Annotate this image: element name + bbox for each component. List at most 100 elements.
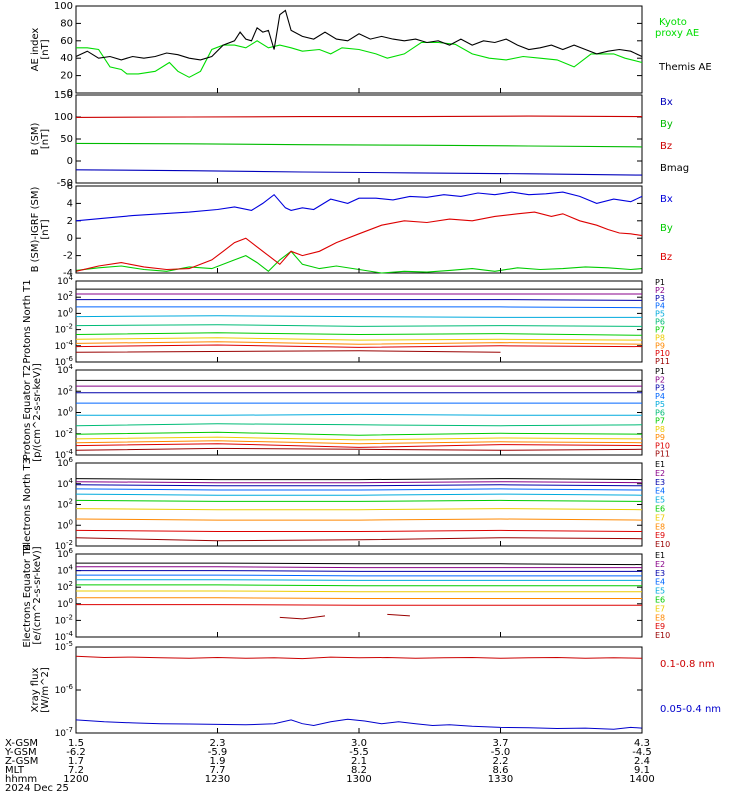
y-axis-label: [W/m^2] [40, 667, 51, 713]
series-line-P5 [76, 413, 642, 416]
panel-frame-b_sm [75, 94, 643, 184]
legend-label-long: 0.1-0.8 nm [660, 659, 715, 670]
panel-frame-b_igrf [75, 185, 643, 274]
legend-label-Bx: Bx [660, 97, 673, 108]
series-line-E2 [75, 481, 643, 484]
legend-label-P10: P10 [655, 349, 670, 358]
y-tick-label: 10-4 [55, 339, 74, 352]
legend-label-E1: E1 [655, 460, 665, 469]
series-line-P8 [75, 436, 643, 441]
series-line-P3 [76, 299, 643, 301]
series-line-P10 [75, 443, 643, 448]
axis-value-x: 3.7 [493, 738, 509, 749]
axis-value-mlt: 8.2 [351, 765, 367, 776]
y-tick-label: 10-2 [55, 539, 73, 552]
series-line-P7 [75, 332, 643, 336]
legend-label-P11: P11 [655, 357, 670, 366]
y-axis-label: [nT] [40, 129, 51, 149]
y-tick-label: 80 [60, 18, 73, 29]
series-line-Bx [75, 191, 643, 222]
y-axis-label: Protons North T1 [22, 279, 33, 363]
legend-label-E9: E9 [655, 531, 665, 540]
legend-label-E3: E3 [655, 569, 665, 578]
axis-value-mlt: 9.1 [634, 765, 650, 776]
legend-label-P8: P8 [655, 425, 665, 434]
axis-value-y: -6.2 [66, 747, 86, 758]
y-tick-label: 10-4 [55, 630, 74, 643]
series-line-P7 [75, 431, 643, 436]
series-line-By [75, 142, 643, 148]
series-line-E5 [75, 493, 643, 496]
legend-label-P7: P7 [655, 325, 665, 334]
y-tick-label: 4 [67, 198, 73, 209]
axis-value-y: -5.0 [491, 747, 511, 758]
series-line-Kyoto proxy AE [76, 40, 643, 78]
legend-label-E7: E7 [655, 604, 665, 613]
series-line-0.1-0.8 nm [75, 655, 643, 660]
legend-label-P6: P6 [655, 318, 665, 327]
y-tick-label: 10-6 [55, 683, 74, 696]
series-line-E1 [75, 478, 643, 481]
series-line-E9 [75, 529, 643, 532]
y-tick-label: 0 [67, 88, 73, 99]
axis-row-label: Y-GSM [4, 747, 37, 758]
series-line-E6 [76, 584, 642, 587]
axis-row-label: MLT [5, 765, 25, 776]
series-line-E9 [76, 604, 642, 606]
series-line-P4 [76, 306, 643, 309]
legend-label-E2: E2 [655, 469, 665, 478]
y-axis-label: B (SM) [30, 122, 41, 155]
panel-frame-electrons_t3 [75, 462, 643, 547]
series-line-E5 [76, 579, 642, 581]
y-tick-label: -4 [63, 268, 73, 279]
y-axis-label: AE index [30, 28, 41, 72]
legend-label-P4: P4 [655, 302, 665, 311]
y-axis-label: Electrons North T3 [22, 458, 33, 551]
date-label: 2024 Dec 25 [5, 783, 69, 794]
axis-value-hhmm: 1200 [63, 774, 88, 785]
axis-value-mlt: 8.6 [493, 765, 509, 776]
legend-label-P1: P1 [655, 367, 665, 376]
legend-label-E9: E9 [655, 622, 665, 631]
axis-value-x: 1.5 [68, 738, 84, 749]
y-tick-label: 10-5 [55, 640, 73, 653]
y-tick-label: 104 [57, 274, 73, 287]
panel-frame-protons_t1 [75, 280, 643, 363]
series-line-Bz [75, 211, 643, 272]
y-axis-label: [p/(cm^2-s-sr-keV)] [32, 363, 43, 462]
y-tick-label: 100 [57, 306, 73, 319]
series-line-P8 [75, 337, 643, 341]
legend-label-P7: P7 [655, 417, 665, 426]
legend-label-P9: P9 [655, 341, 665, 350]
y-tick-label: 150 [54, 90, 73, 101]
y-axis-label: Xray flux [30, 668, 41, 713]
legend-label-Bmag: Bmag [660, 163, 689, 174]
axis-value-z: 1.7 [68, 756, 84, 767]
legend-label-Bx: Bx [660, 194, 673, 205]
axis-value-y: -5.5 [349, 747, 369, 758]
series-line-P9 [75, 440, 643, 445]
axis-value-mlt: 7.7 [210, 765, 226, 776]
y-tick-label: -50 [57, 178, 73, 189]
legend-label-E10: E10 [655, 540, 670, 549]
axis-value-mlt: 7.2 [68, 765, 84, 776]
legend-label-E8: E8 [655, 522, 665, 531]
legend-label-P8: P8 [655, 333, 665, 342]
series-line-0.05-0.4 nm [75, 718, 643, 730]
legend-label-P5: P5 [655, 400, 665, 409]
legend-label-E1: E1 [655, 551, 665, 560]
series-line-P9 [75, 341, 643, 345]
y-tick-label: 106 [57, 456, 73, 469]
y-axis-label: [nT] [40, 219, 51, 239]
legend-label-E4: E4 [655, 487, 665, 496]
y-tick-label: 100 [54, 1, 73, 12]
legend-label-E4: E4 [655, 578, 665, 587]
series-line-E10 [279, 615, 326, 620]
legend-label-P2: P2 [655, 375, 665, 384]
legend-label-E8: E8 [655, 613, 665, 622]
legend-label-E3: E3 [655, 478, 665, 487]
axis-value-hhmm: 1300 [346, 774, 371, 785]
y-tick-label: 0 [67, 233, 73, 244]
y-tick-label: 10-2 [55, 613, 73, 626]
